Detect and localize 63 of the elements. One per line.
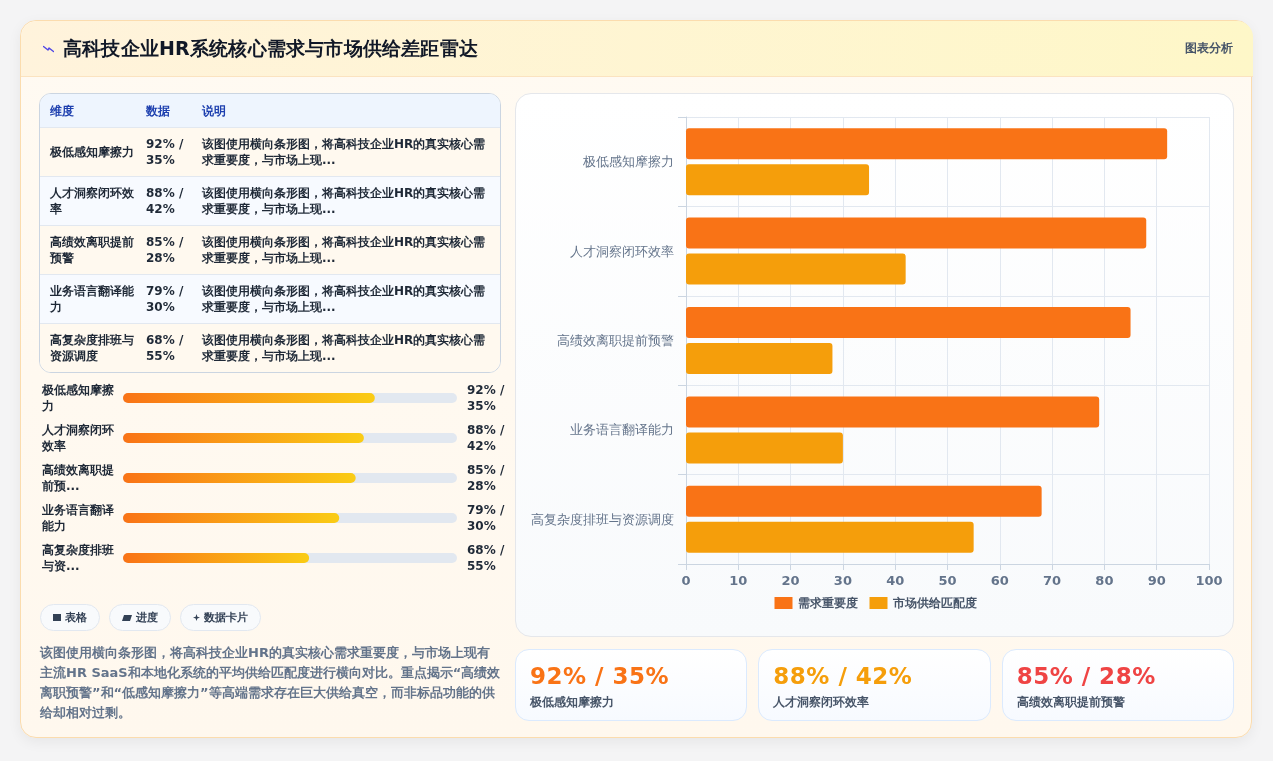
text: 该图使用横向条形图，将高科技企业HR的真实核心需求重要度，与市场上现有主流HR SaaS和本地化系统的平均供给匹配度进行横向对比。重点揭示“高绩效离职预警”和“低感知摩擦力”等高端需求存在巨大供给真空，而非标品功能的供给却相对过剩。 xyxy=(40,644,502,722)
text: 人才洞察闭环效率 xyxy=(773,694,871,711)
x-tick-label: 70 xyxy=(1043,573,1062,588)
text: 85% / 28% xyxy=(1016,662,1157,691)
x-tick-label: 20 xyxy=(781,573,800,588)
y-tick-label: 高绩效离职提前预... xyxy=(41,463,114,493)
y-tick-label: 业务语言翻译能力 xyxy=(570,422,674,438)
data-label: 88% / 42% xyxy=(467,423,509,453)
data-label: 79% / 30% xyxy=(467,503,509,533)
x-tick-label: 0 xyxy=(681,573,691,588)
bar xyxy=(686,164,870,196)
text: 高科技企业HR系统核心需求与市场供给差距雷达 xyxy=(63,35,478,61)
data-label: 68% / 55% xyxy=(467,543,509,573)
text: 68% / 55% xyxy=(146,332,185,364)
text: 88% / 42% xyxy=(773,662,914,691)
text: 数据 xyxy=(146,102,171,119)
text: 该图使用横向条形图，将高科技企业HR的真实核心需求重要度，与市场上现... xyxy=(202,234,487,266)
x-tick-label: 80 xyxy=(1095,573,1114,588)
text: 该图使用横向条形图，将高科技企业HR的真实核心需求重要度，与市场上现... xyxy=(202,283,487,315)
y-tick-label: 高复杂度排班与资... xyxy=(41,543,114,573)
bar xyxy=(686,253,906,285)
text: 数据卡片 xyxy=(204,610,248,625)
x-tick-label: 100 xyxy=(1195,573,1223,588)
y-tick-label: 人才洞察闭环效率 xyxy=(570,243,674,259)
text: 该图使用横向条形图，将高科技企业HR的真实核心需求重要度，与市场上现... xyxy=(202,185,487,217)
text: 图表分析 xyxy=(1185,40,1233,57)
legend-label: 市场供给匹配度 xyxy=(891,596,977,610)
bar xyxy=(686,521,974,553)
x-tick-label: 90 xyxy=(1147,573,1166,588)
text: 85% / 28% xyxy=(146,234,185,266)
text: 该图使用横向条形图，将高科技企业HR的真实核心需求重要度，与市场上现... xyxy=(202,136,487,168)
bar xyxy=(686,396,1100,428)
text: 79% / 30% xyxy=(146,283,185,315)
text: 该图使用横向条形图，将高科技企业HR的真实核心需求重要度，与市场上现... xyxy=(202,332,487,364)
y-tick-label: 极低感知摩擦力 xyxy=(41,383,115,413)
y-tick-label: 极低感知摩擦力 xyxy=(582,154,674,170)
x-tick-label: 50 xyxy=(938,573,957,588)
text: 极低感知摩擦力 xyxy=(530,694,615,711)
data-label: 92% / 35% xyxy=(467,383,509,413)
text: 维度 xyxy=(49,102,75,119)
bar xyxy=(686,342,833,374)
y-tick-label: 高绩效离职提前预警 xyxy=(557,333,674,348)
x-tick-label: 40 xyxy=(886,573,905,588)
y-tick-label: 业务语言翻译能力 xyxy=(41,503,115,533)
text: 高绩效离职提前预警 xyxy=(1016,694,1126,711)
text: 表格 xyxy=(65,610,87,625)
text: 92% / 35% xyxy=(530,662,671,691)
text: 88% / 42% xyxy=(146,185,185,217)
x-tick-label: 30 xyxy=(833,573,852,588)
bar xyxy=(686,432,843,464)
bar xyxy=(686,485,1042,517)
text: 进度 xyxy=(136,610,158,625)
x-tick-label: 10 xyxy=(729,573,748,588)
bar xyxy=(686,307,1131,339)
legend-label: 需求重要度 xyxy=(797,596,858,610)
y-tick-label: 高复杂度排班与资源调度 xyxy=(531,511,674,527)
x-tick-label: 60 xyxy=(990,573,1009,588)
y-tick-label: 人才洞察闭环效率 xyxy=(41,423,114,453)
bar xyxy=(686,217,1147,249)
data-label: 85% / 28% xyxy=(467,463,509,493)
text: 说明 xyxy=(202,102,227,119)
text: 92% / 35% xyxy=(146,136,185,168)
bar xyxy=(686,128,1168,160)
